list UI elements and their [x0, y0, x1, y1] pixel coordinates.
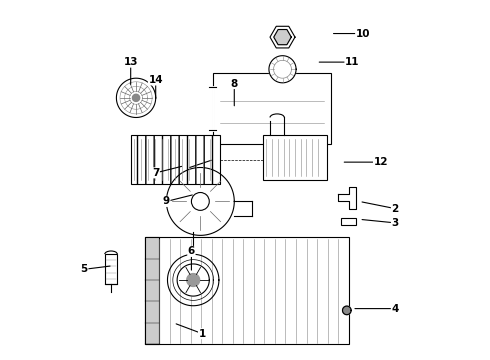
Text: 14: 14	[148, 75, 163, 85]
Text: 5: 5	[81, 264, 88, 274]
Bar	[145, 237, 159, 344]
Text: 11: 11	[345, 57, 360, 67]
Text: 7: 7	[152, 168, 159, 178]
Text: 2: 2	[392, 203, 399, 213]
Bar	[263, 135, 327, 180]
Polygon shape	[338, 187, 356, 208]
Bar	[131, 135, 220, 184]
Polygon shape	[187, 274, 199, 287]
Polygon shape	[274, 30, 291, 45]
Bar	[145, 237, 348, 344]
Text: 6: 6	[188, 247, 195, 256]
Text: 13: 13	[123, 57, 138, 67]
Text: 1: 1	[198, 329, 206, 339]
Polygon shape	[343, 306, 351, 315]
Polygon shape	[167, 167, 234, 235]
Polygon shape	[132, 94, 140, 102]
Polygon shape	[117, 78, 156, 117]
Polygon shape	[270, 26, 295, 48]
Text: 10: 10	[356, 28, 370, 39]
Text: 3: 3	[392, 218, 399, 228]
Text: 8: 8	[231, 78, 238, 89]
Text: 4: 4	[392, 303, 399, 314]
Polygon shape	[177, 264, 209, 296]
Text: 9: 9	[163, 197, 170, 206]
Bar	[342, 217, 356, 225]
Polygon shape	[269, 56, 296, 83]
Bar	[105, 254, 117, 284]
Text: 12: 12	[373, 157, 388, 167]
Circle shape	[192, 193, 209, 210]
Bar	[213, 73, 331, 144]
